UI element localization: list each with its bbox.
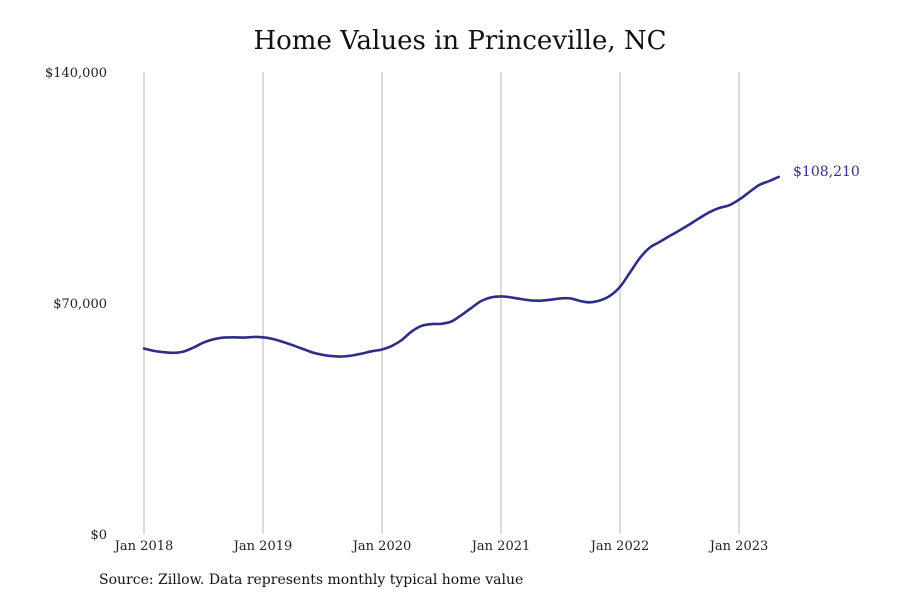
x-tick-label: Jan 2020 [351,539,412,554]
x-tick-label: Jan 2018 [113,539,174,554]
x-tick-label: Jan 2022 [589,539,650,554]
x-tick-label: Jan 2021 [470,539,531,554]
home-value-line [142,175,780,358]
x-tick-label: Jan 2023 [708,539,769,554]
x-tick-label: Jan 2019 [232,539,293,554]
y-tick-label: $0 [90,528,107,543]
y-tick-label: $70,000 [53,297,107,312]
source-note: Source: Zillow. Data represents monthly … [99,572,524,588]
y-tick-label: $140,000 [45,66,107,81]
y-axis-ticks: $0 $70,000 $140,000 [45,66,107,543]
gridlines [143,72,740,534]
x-axis-ticks: Jan 2018 Jan 2019 Jan 2020 Jan 2021 Jan 2022… [113,539,769,554]
end-value-label: $108,210 [793,164,860,180]
chart-title: Home Values in Princeville, NC [253,26,667,56]
